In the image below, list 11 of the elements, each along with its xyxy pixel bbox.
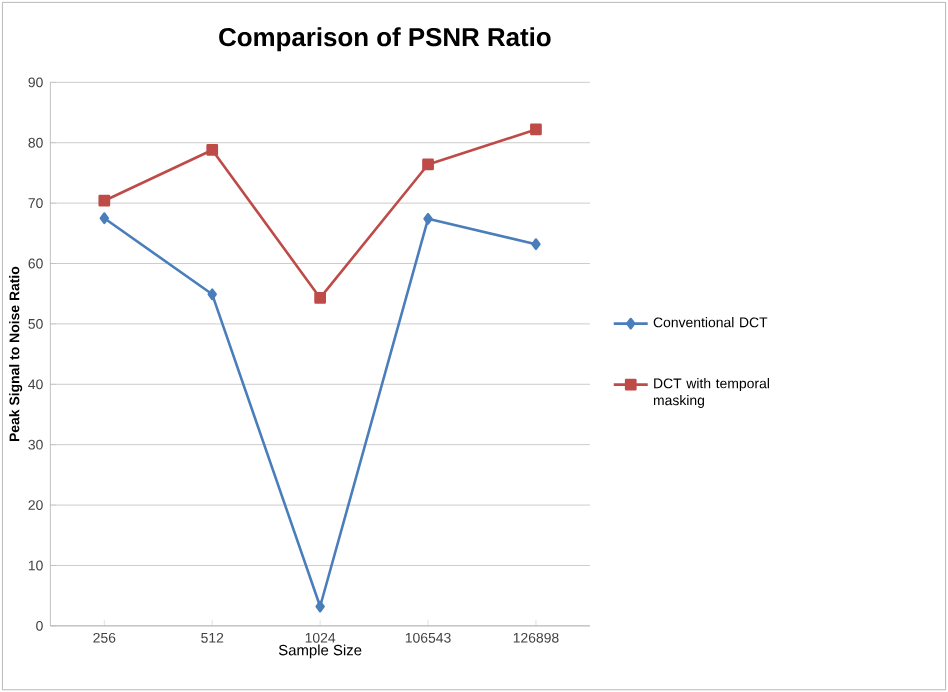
point [423,212,433,225]
point [207,288,217,301]
point [98,194,111,207]
point [314,291,327,304]
point [99,212,110,224]
point [531,238,541,250]
point [315,600,325,613]
point [206,144,219,156]
point [530,123,542,136]
chart-title: Comparison of PSNR Ratio [219,27,551,52]
point [422,158,434,171]
